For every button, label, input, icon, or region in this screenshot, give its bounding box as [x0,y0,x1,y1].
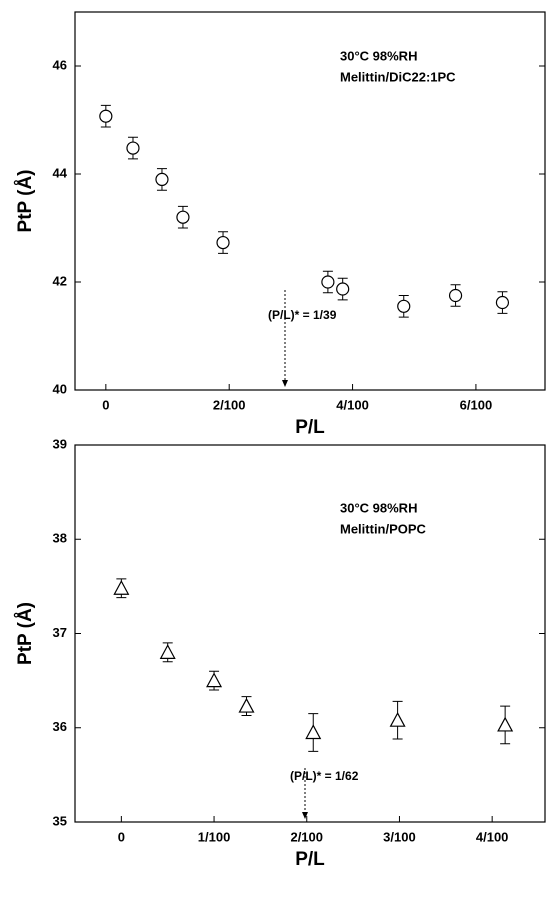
x-axis-label: P/L [295,849,325,870]
annotation: 30°C 98%RH [340,500,417,515]
marker [159,644,176,659]
annotation: 30°C 98%RH [340,48,417,63]
y-tick-label: 42 [53,273,67,288]
plot-frame [74,11,546,391]
x-tick-label: 2/100 [290,829,323,844]
marker [216,235,230,250]
y-tick-label: 44 [53,165,68,180]
marker [206,672,223,688]
y-axis-label: PtP (Å) [15,170,36,233]
marker [495,295,510,310]
marker [238,697,255,713]
x-tick-label: 6/100 [460,397,493,412]
y-tick-label: 39 [53,436,67,451]
marker [126,141,140,155]
x-axis-label: P/L [295,417,325,438]
annotation: Melittin/POPC [340,521,427,536]
marker [336,282,350,296]
marker [389,711,406,727]
y-tick-label: 35 [53,813,67,828]
x-tick-label: 1/100 [198,829,231,844]
x-tick-label: 3/100 [383,829,416,844]
arrow-head [282,380,288,387]
threshold-label: (P/L)* = 1/62 [290,769,359,783]
y-tick-label: 38 [53,531,67,546]
marker [448,288,463,303]
arrow-head [302,812,308,819]
threshold-label: (P/L)* = 1/39 [268,308,337,322]
marker [113,579,130,595]
x-tick-label: 4/100 [476,829,509,844]
y-tick-label: 36 [53,719,67,734]
marker [176,210,190,224]
y-tick-label: 37 [53,625,67,640]
y-axis-label: PtP (Å) [15,602,36,665]
marker [155,172,169,186]
annotation: Melittin/DiC22:1PC [340,69,456,84]
marker [305,724,322,740]
marker [397,299,411,313]
x-tick-label: 0 [102,397,109,412]
x-tick-label: 0 [118,829,125,844]
x-tick-label: 4/100 [336,397,369,412]
plot-frame [74,444,546,823]
marker [99,109,113,123]
y-tick-label: 40 [53,381,67,396]
y-tick-label: 46 [53,57,67,72]
x-tick-label: 2/100 [213,397,246,412]
marker [321,275,335,289]
marker [497,716,514,732]
